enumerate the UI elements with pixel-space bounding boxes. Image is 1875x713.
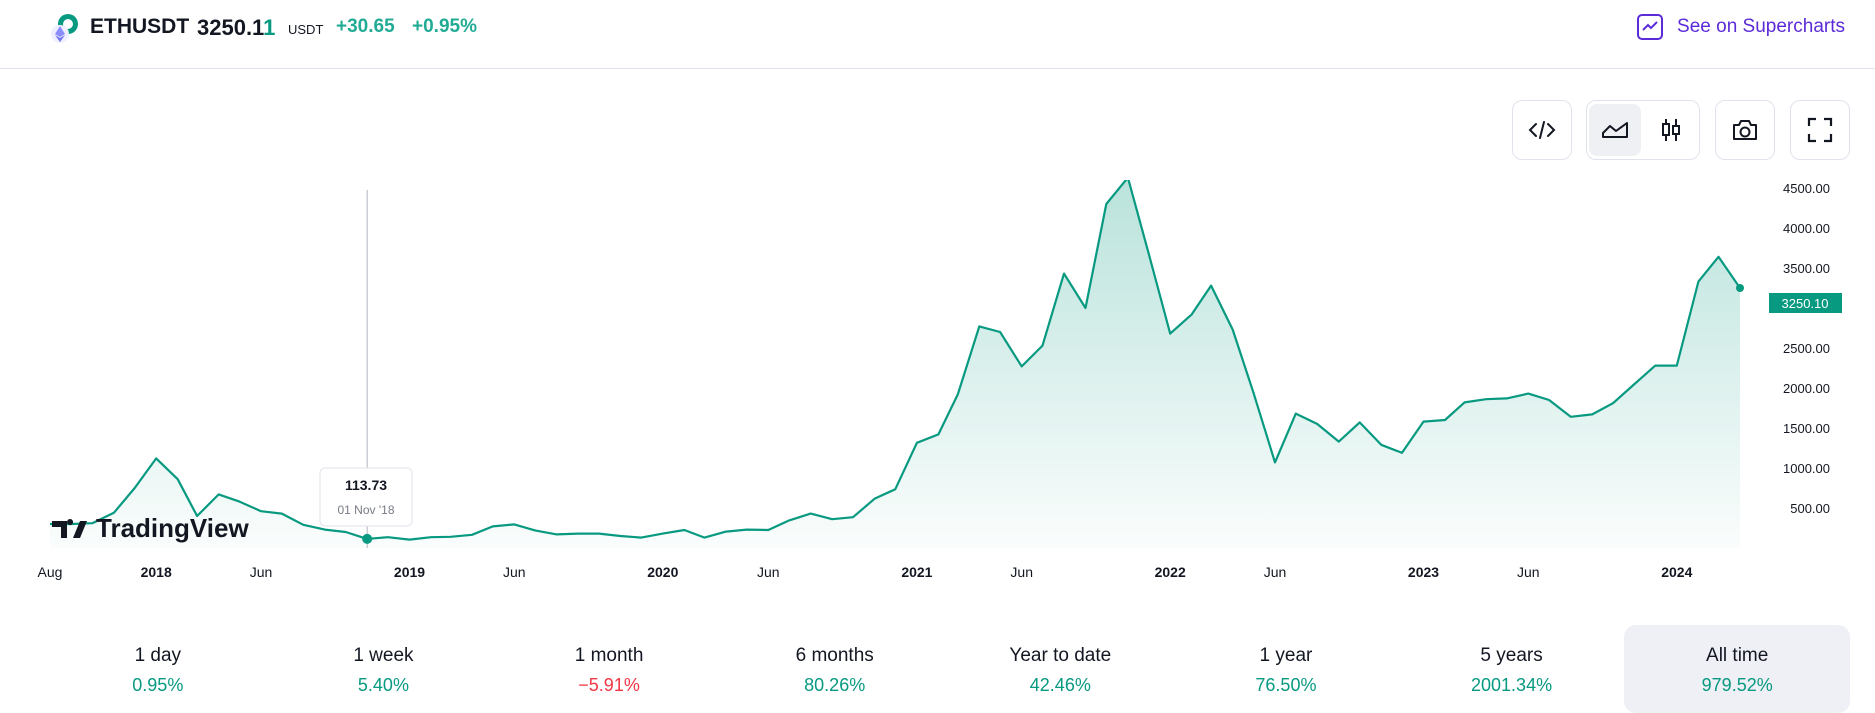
area-chart-icon <box>1602 122 1628 138</box>
price-tooltip: 113.73 01 Nov '18 <box>319 467 413 527</box>
chart-style-group <box>1586 100 1700 160</box>
x-tick-label: 2024 <box>1661 564 1692 580</box>
period-tab[interactable]: All time 979.52% <box>1624 625 1850 713</box>
period-change: 80.26% <box>804 675 866 695</box>
watermark-label: TradingView <box>96 513 249 543</box>
period-tab[interactable]: 5 years 2001.34% <box>1399 625 1625 713</box>
period-label: 1 year <box>1259 645 1313 666</box>
y-tick-label: 4500.00 <box>1783 181 1830 196</box>
period-label: Year to date <box>1009 645 1112 666</box>
period-tab[interactable]: 1 week 5.40% <box>271 625 497 713</box>
area-style-button[interactable] <box>1589 104 1641 156</box>
currency-label: USDT <box>288 22 324 37</box>
code-icon <box>1528 121 1556 139</box>
y-tick-label: 4000.00 <box>1783 221 1830 236</box>
price-chart[interactable]: Aug 2018 Jun 2019 Jun 2020 Jun 2021 Jun 2022 Jun 20… <box>0 180 1875 590</box>
period-tab[interactable]: Year to date 42.46% <box>948 625 1174 713</box>
x-tick-label: Jun <box>1517 564 1540 580</box>
camera-icon <box>1733 120 1757 140</box>
x-tick-label: 2021 <box>901 564 932 580</box>
period-label: 5 years <box>1480 645 1543 666</box>
candlestick-icon <box>1662 119 1680 141</box>
x-tick-label: 2018 <box>141 564 172 580</box>
snapshot-button[interactable] <box>1715 100 1775 160</box>
period-selector: 1 day 0.95% 1 week 5.40% 1 month −5.91% 6 mont… <box>45 625 1850 713</box>
crosshair-point <box>362 533 373 544</box>
period-label: 1 month <box>574 645 644 666</box>
price-change-percent: +0.95% <box>412 16 477 37</box>
period-change: −5.91% <box>578 675 640 695</box>
x-tick-label: 2020 <box>647 564 678 580</box>
current-price-label: 3250.10 <box>1769 293 1842 313</box>
x-tick-label: Jun <box>250 564 273 580</box>
period-tab[interactable]: 1 day 0.95% <box>45 625 271 713</box>
period-label: 6 months <box>795 645 874 666</box>
x-tick-label: 2019 <box>394 564 425 580</box>
period-label: All time <box>1706 645 1769 666</box>
period-change: 2001.34% <box>1471 675 1553 695</box>
price-last-digit: 1 <box>263 15 276 40</box>
period-change: 0.95% <box>132 675 184 695</box>
tradingview-logo-icon <box>52 519 87 538</box>
x-tick-label: Jun <box>1264 564 1287 580</box>
embed-button[interactable] <box>1512 100 1572 160</box>
period-change: 979.52% <box>1701 675 1773 695</box>
period-tab[interactable]: 1 month −5.91% <box>496 625 722 713</box>
fullscreen-button[interactable] <box>1790 100 1850 160</box>
x-tick-label: 2022 <box>1155 564 1186 580</box>
supercharts-icon <box>1637 14 1664 40</box>
tradingview-watermark: TradingView <box>52 513 249 543</box>
x-tick-label: Aug <box>38 564 63 580</box>
x-tick-label: 2023 <box>1408 564 1439 580</box>
price-change: +30.65 <box>336 16 395 37</box>
y-tick-label: 2000.00 <box>1783 381 1830 396</box>
fullscreen-icon <box>1807 117 1833 143</box>
last-price: 3250.11 <box>197 15 275 41</box>
y-tick-label: 3500.00 <box>1783 261 1830 276</box>
x-tick-label: Jun <box>1010 564 1033 580</box>
area-fill <box>50 180 1740 548</box>
supercharts-label: See on Supercharts <box>1677 16 1845 37</box>
tooltip-date: 01 Nov '18 <box>338 503 395 517</box>
period-label: 1 week <box>353 645 414 666</box>
current-price-value: 3250.10 <box>1782 296 1829 311</box>
period-label: 1 day <box>134 645 182 666</box>
symbol-name[interactable]: ETHUSDT <box>90 15 190 38</box>
y-tick-label: 2500.00 <box>1783 341 1830 356</box>
period-tab[interactable]: 1 year 76.50% <box>1173 625 1399 713</box>
tooltip-value: 113.73 <box>345 477 387 493</box>
price-main: 3250.1 <box>197 15 264 40</box>
x-tick-label: Jun <box>757 564 780 580</box>
y-tick-label: 500.00 <box>1790 501 1830 516</box>
last-price-point <box>1736 283 1744 292</box>
y-tick-label: 1500.00 <box>1783 421 1830 436</box>
candles-style-button[interactable] <box>1645 104 1697 156</box>
period-change: 76.50% <box>1255 675 1317 695</box>
ethereum-logo-icon <box>51 14 78 43</box>
period-change: 5.40% <box>357 675 409 695</box>
see-on-supercharts-link[interactable]: See on Supercharts <box>1637 14 1845 40</box>
period-tab[interactable]: 6 months 80.26% <box>722 625 948 713</box>
period-change: 42.46% <box>1029 675 1091 695</box>
y-tick-label: 1000.00 <box>1783 461 1830 476</box>
x-tick-label: Jun <box>503 564 526 580</box>
symbol-header: ETHUSDT 3250.11 USDT +30.65 +0.95% See o… <box>0 0 1875 69</box>
